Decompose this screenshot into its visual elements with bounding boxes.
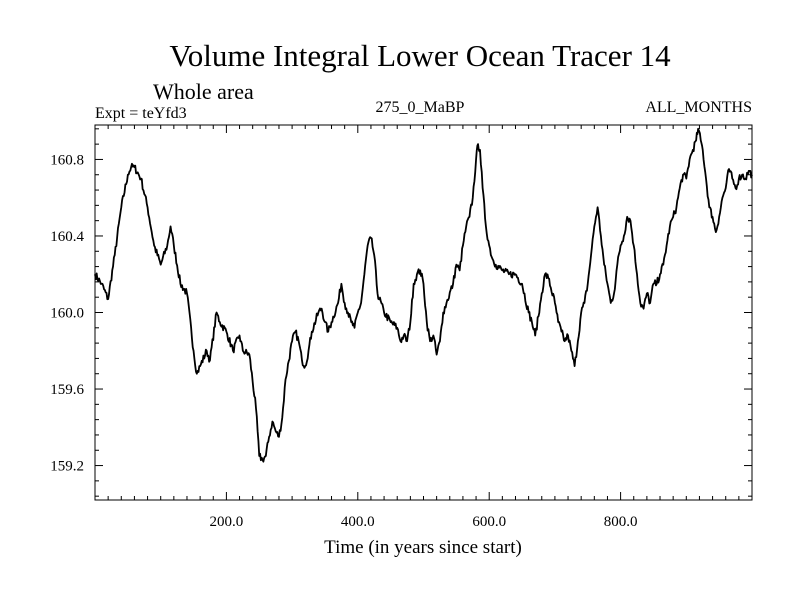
x-tick-label: 200.0: [210, 514, 244, 530]
x-tick-label: 600.0: [472, 514, 506, 530]
x-axis-label: Time (in years since start): [324, 537, 522, 558]
plot-frame: [94, 124, 753, 501]
experiment-label: Expt = teYfd3: [95, 105, 187, 122]
y-tick-label: 160.4: [50, 229, 84, 245]
months-label: ALL_MONTHS: [645, 99, 752, 116]
y-tick-label: 159.2: [50, 459, 84, 475]
axis-tick-labels: 200.0 400.0 600.0 800.0 159.2 159.6 160.0 160.4…: [50, 152, 637, 530]
y-tick-label: 159.6: [50, 382, 84, 398]
x-tick-label: 400.0: [341, 514, 375, 530]
chart-title: Volume Integral Lower Ocean Tracer 14: [169, 38, 671, 73]
series-group: [94, 127, 753, 463]
chart-subtitle: Whole area: [153, 79, 254, 104]
series-line: [94, 127, 753, 463]
y-tick-label: 160.0: [50, 306, 84, 322]
x-tick-label: 800.0: [604, 514, 638, 530]
y-tick-label: 160.8: [50, 152, 84, 168]
period-label: 275_0_MaBP: [376, 99, 465, 116]
axis-ticks: [95, 125, 752, 500]
